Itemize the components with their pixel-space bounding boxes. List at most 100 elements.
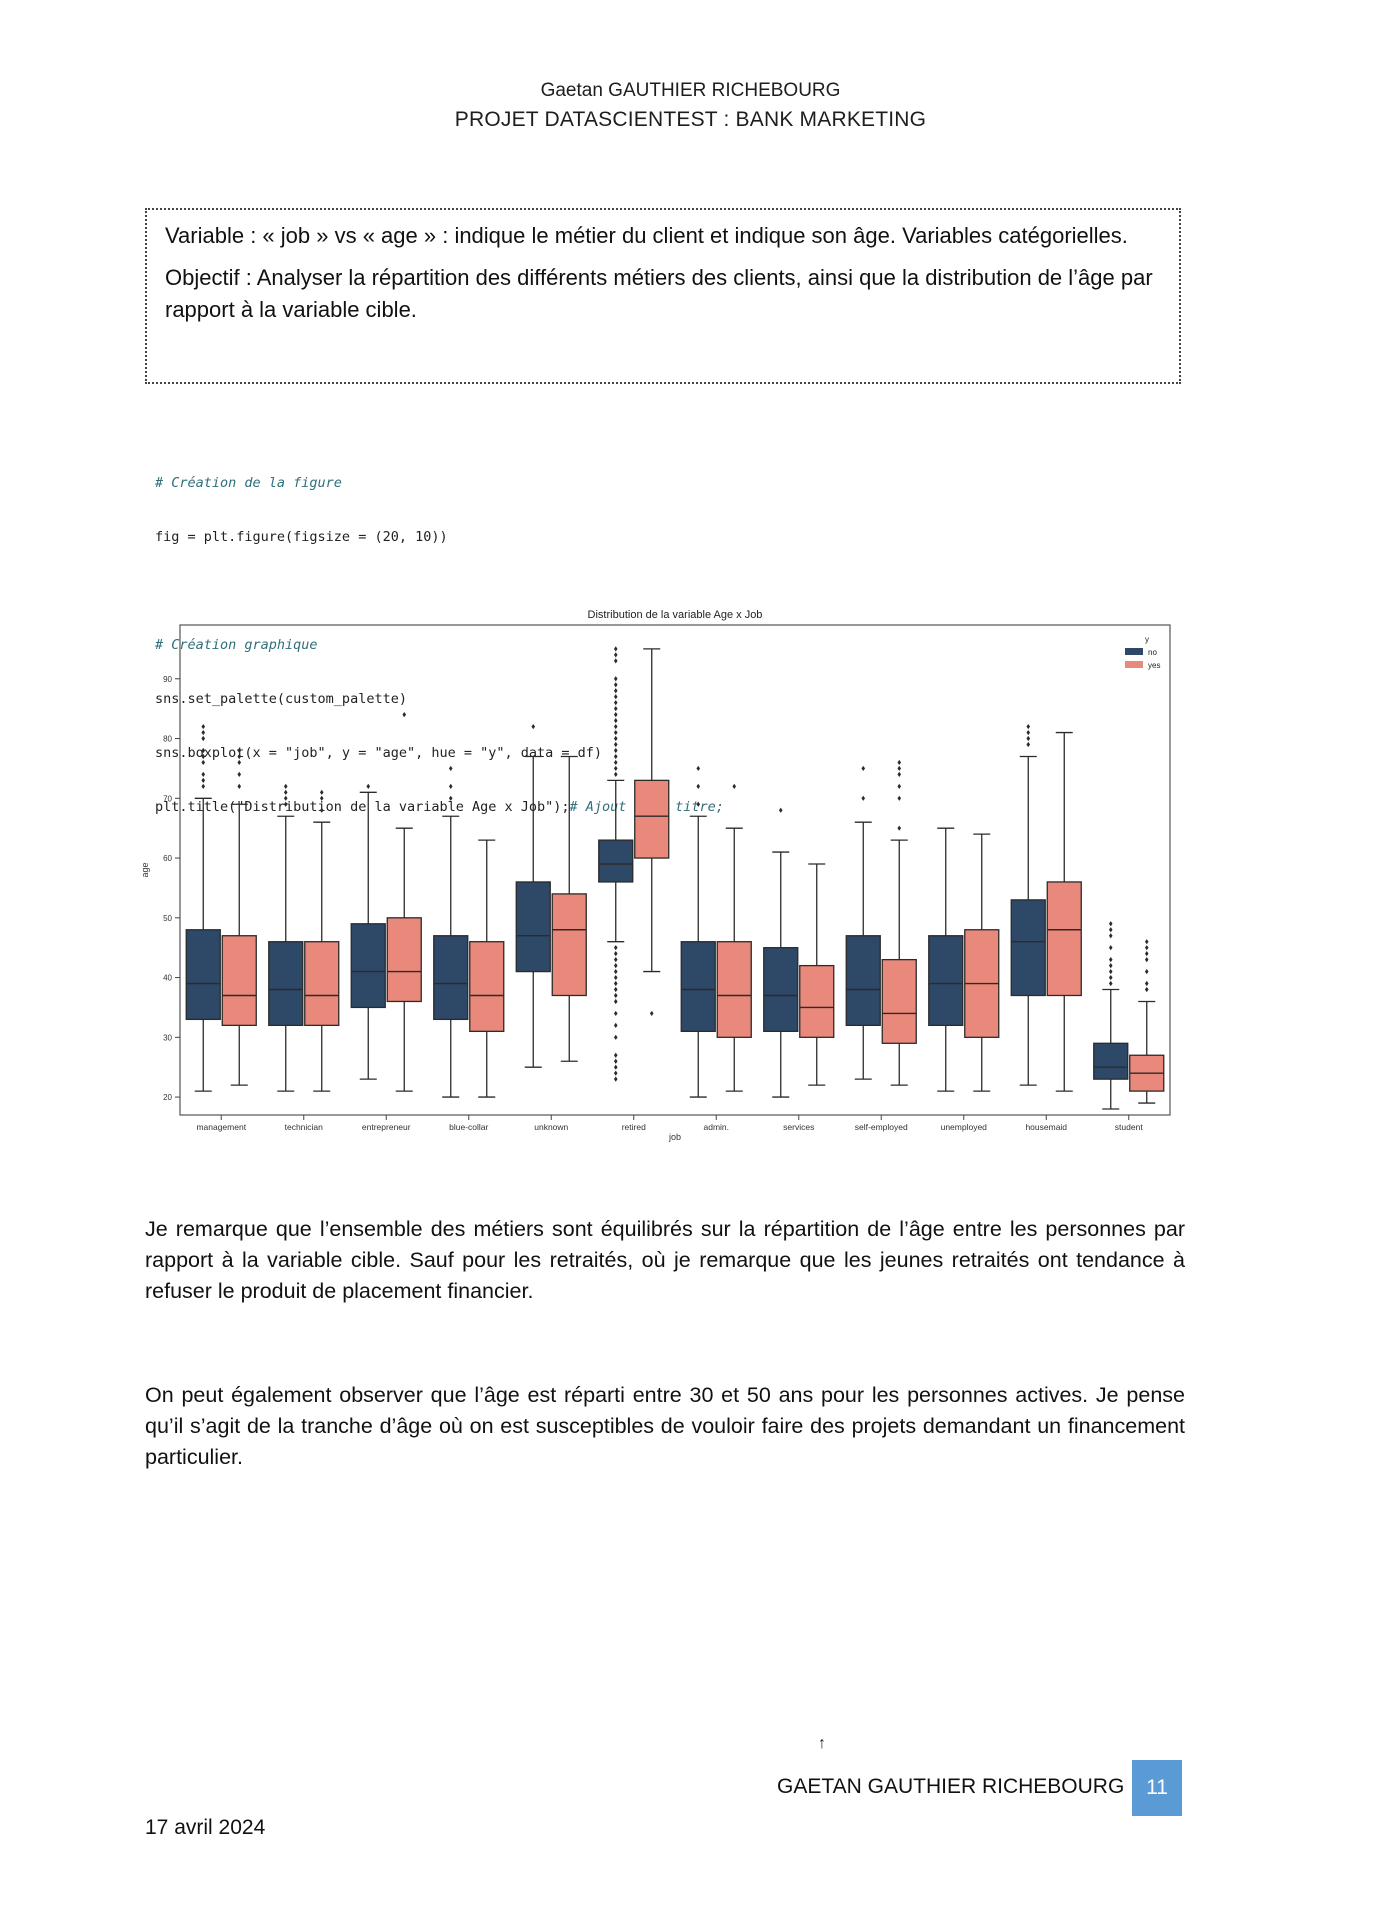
outlier-point	[1144, 945, 1149, 951]
outlier-point	[613, 688, 618, 694]
outlier-point	[531, 723, 536, 730]
outlier-point	[613, 1064, 618, 1070]
outlier-point	[319, 807, 324, 813]
outlier-point	[649, 1010, 654, 1017]
iqr-box	[928, 935, 964, 1027]
iqr-box	[185, 929, 221, 1021]
outlier-point	[613, 974, 618, 981]
legend-label-yes: yes	[1148, 661, 1160, 670]
outlier-point	[1144, 968, 1149, 975]
x-tick-label-management: management	[196, 1122, 246, 1132]
outlier-point	[366, 783, 371, 789]
box-bluecollar-no	[433, 765, 469, 1098]
box-student-yes	[1129, 939, 1165, 1104]
outlier-point	[613, 980, 618, 987]
code-line-figure: fig = plt.figure(figsize = (20, 10))	[155, 529, 448, 545]
legend-swatch-yes	[1125, 661, 1143, 668]
age-by-job-boxplot: Distribution de la variable Age x Job jo…	[140, 609, 1171, 1142]
box-technician-yes	[304, 789, 340, 1092]
outlier-point	[613, 712, 618, 718]
outlier-point	[237, 759, 242, 766]
iqr-box	[881, 958, 917, 1044]
outlier-point	[897, 759, 902, 766]
outlier-point	[1108, 933, 1113, 939]
box-admin-no	[680, 765, 716, 1098]
y-tick-label: 80	[163, 735, 172, 744]
y-tick-label: 70	[163, 794, 172, 803]
outlier-point	[613, 945, 618, 951]
y-tick-label: 50	[163, 914, 172, 923]
x-tick-label-admin: admin.	[703, 1122, 729, 1132]
header-project-title: PROJET DATASCIENTEST : BANK MARKETING	[454, 108, 927, 131]
outlier-point	[613, 968, 618, 975]
outlier-point	[778, 807, 783, 813]
box-unknown-yes	[551, 755, 587, 1062]
outlier-point	[201, 783, 206, 789]
box-unemployed-yes	[964, 833, 1000, 1092]
iqr-box	[304, 941, 340, 1027]
outlier-point	[613, 957, 618, 963]
outlier-point	[1108, 968, 1113, 975]
outlier-point	[201, 729, 206, 736]
legend-title: y	[1145, 635, 1149, 644]
outlier-point	[613, 723, 618, 730]
code-line-boxplot: sns.boxplot(x = "job", y = "age", hue = …	[155, 745, 603, 761]
iqr-box	[386, 917, 422, 1003]
box-housemaid-yes	[1046, 731, 1082, 1092]
box-technician-no	[268, 783, 304, 1092]
box-unknown-no	[515, 723, 551, 1068]
iqr-box	[551, 893, 587, 997]
variable-line: Variable : « job » vs « age » : indique …	[165, 223, 1128, 248]
outlier-point	[201, 735, 206, 742]
outlier-point	[1026, 741, 1031, 748]
outlier-point	[897, 795, 902, 801]
iqr-box	[680, 941, 716, 1032]
outlier-point	[283, 795, 288, 801]
box-services-yes	[799, 863, 835, 1086]
y-tick-label: 90	[163, 675, 172, 684]
iqr-box	[799, 964, 835, 1038]
outlier-point	[1108, 927, 1113, 933]
chart-title: Distribution de la variable Age x Job	[588, 609, 763, 621]
page-number: 11	[1132, 1760, 1182, 1816]
box-entrepreneur-yes	[386, 712, 422, 1092]
y-tick-label: 40	[163, 974, 172, 983]
outlier-point	[613, 646, 618, 652]
outlier-point	[448, 765, 453, 772]
outlier-point	[201, 759, 206, 766]
outlier-point	[201, 747, 206, 754]
outlier-point	[1144, 939, 1149, 945]
iqr-box	[634, 779, 670, 859]
box-selfemployed-yes	[881, 759, 917, 1086]
outlier-point	[696, 765, 701, 772]
outlier-point	[613, 1076, 618, 1082]
outlier-point	[696, 783, 701, 789]
outlier-point	[1108, 980, 1113, 987]
iqr-box	[221, 935, 257, 1027]
iqr-box	[1093, 1042, 1129, 1080]
outlier-point	[613, 1052, 618, 1058]
box-unemployed-no	[928, 827, 964, 1092]
outlier-point	[613, 992, 618, 999]
x-tick-label-housemaid: housemaid	[1025, 1122, 1067, 1132]
box-selfemployed-no	[845, 765, 881, 1080]
outlier-point	[696, 801, 701, 807]
x-tick-label-bluecollar: blue-collar	[449, 1122, 488, 1132]
box-management-yes	[221, 747, 257, 1086]
x-tick-label-services: services	[783, 1122, 814, 1132]
iqr-box	[1046, 881, 1082, 997]
outlier-point	[613, 951, 618, 957]
box-housemaid-no	[1010, 723, 1046, 1086]
outlier-point	[1108, 963, 1113, 969]
box-bluecollar-yes	[469, 839, 505, 1098]
outlier-point	[897, 783, 902, 789]
outlier-point	[897, 765, 902, 772]
outlier-point	[237, 753, 242, 760]
outlier-point	[283, 789, 288, 795]
outlier-point	[861, 765, 866, 772]
outlier-point	[613, 735, 618, 742]
x-tick-label-selfemployed: self-employed	[855, 1122, 908, 1132]
outlier-point	[613, 682, 618, 688]
outlier-point	[613, 1070, 618, 1076]
outlier-point	[613, 706, 618, 712]
